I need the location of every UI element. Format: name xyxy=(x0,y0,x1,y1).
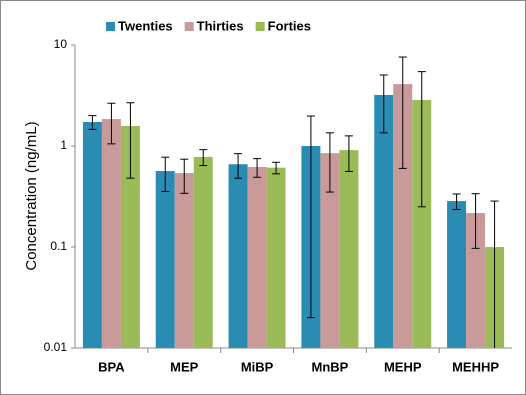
bar xyxy=(266,167,286,348)
x-tick-label: MEHP xyxy=(384,359,422,374)
legend-label: Forties xyxy=(268,18,311,33)
y-tick-label: 0.1 xyxy=(50,239,67,253)
x-tick-label: MEHHP xyxy=(452,359,499,374)
legend-label: Twenties xyxy=(118,18,173,33)
y-tick-label: 1 xyxy=(60,138,67,152)
plot xyxy=(82,56,505,348)
bar xyxy=(228,164,248,348)
bar xyxy=(447,201,467,348)
bar xyxy=(393,84,413,348)
bar xyxy=(466,213,486,348)
y-axis-label: Concentration (ng/mL) xyxy=(23,121,40,270)
bar xyxy=(412,100,432,348)
x-tick-label: MnBP xyxy=(311,359,348,374)
x-tick-label: MEP xyxy=(170,359,199,374)
bar xyxy=(174,173,194,348)
legend-swatch xyxy=(184,22,194,31)
bar xyxy=(320,153,340,348)
bar xyxy=(247,166,267,348)
x-tick-label: BPA xyxy=(98,359,125,374)
bar xyxy=(339,150,359,348)
legend-label: Thirties xyxy=(197,18,244,33)
legend-swatch xyxy=(106,22,115,31)
bar xyxy=(193,156,213,348)
bar xyxy=(374,94,394,348)
bar xyxy=(155,171,175,348)
x-tick-label: MiBP xyxy=(241,359,274,374)
y-tick-label: 10 xyxy=(54,37,68,51)
y-tick-label: 0.01 xyxy=(44,340,68,354)
legend-swatch xyxy=(255,22,265,31)
bar xyxy=(82,121,102,348)
bar xyxy=(120,125,140,348)
bar xyxy=(101,119,121,348)
